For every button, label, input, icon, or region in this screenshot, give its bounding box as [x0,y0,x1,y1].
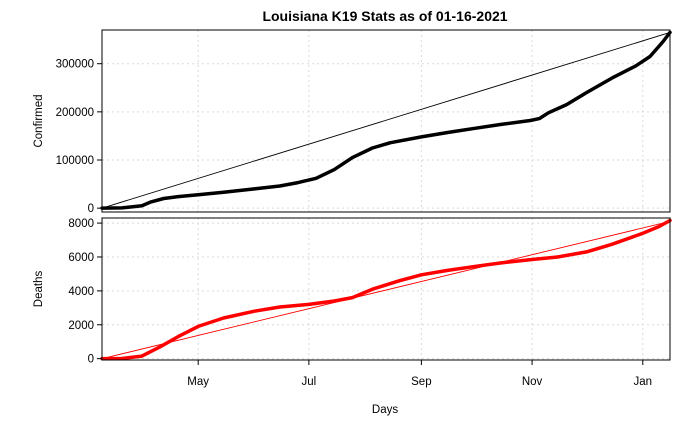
x-tick-label: Jan [634,376,653,388]
x-tick-label: Nov [522,376,543,388]
y-tick-label: 300000 [56,59,94,71]
deaths-series-line [100,218,672,361]
chart-title: Louisiana K19 Stats as of 01-16-2021 [262,8,507,24]
y-axis-label: Deaths [33,271,45,308]
confirmed-panel: 0 100000 200000 300000 Confirmed [33,29,672,215]
y-tick-label: 200000 [56,107,94,119]
y-tick-label: 8000 [68,218,94,230]
y-tick-label: 0 [88,354,94,366]
plot-frame [101,217,671,361]
deaths-panel: 0 2000 4000 6000 8000 Deaths [33,217,672,366]
x-tick-label: May [187,376,209,388]
x-tick-label: Sep [411,376,431,388]
x-tick-label: Jul [302,376,317,388]
y-tick-label: 100000 [56,155,94,167]
y-tick-label: 2000 [68,320,94,332]
y-tick-label: 0 [88,203,94,215]
trend-line [101,31,671,209]
y-axis-label: Confirmed [33,94,45,147]
x-axis-label: Days [372,404,398,416]
trend-line [101,220,671,360]
x-axis: May Jul Sep Nov Jan [187,360,652,388]
confirmed-series-line [100,30,672,210]
y-tick-label: 6000 [68,252,94,264]
y-tick-label: 4000 [68,286,94,298]
plot-frame [101,29,671,213]
